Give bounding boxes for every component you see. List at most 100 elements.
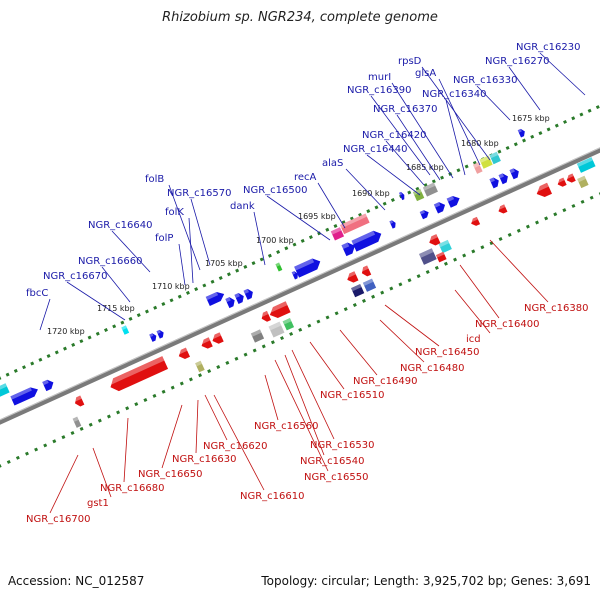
forward-label-leader xyxy=(396,114,441,181)
reverse-gene-label: NGR_c16620 xyxy=(203,441,268,452)
reverse-gene-label: NGR_c16610 xyxy=(240,491,305,502)
forward-label-leader xyxy=(266,195,331,241)
reverse-label-leader xyxy=(274,359,329,472)
forward-gene xyxy=(205,291,225,307)
forward-label-leader xyxy=(111,230,151,273)
forward-gene xyxy=(243,288,253,300)
forward-gene xyxy=(351,230,382,252)
reverse-label-leader xyxy=(339,329,378,376)
forward-gene xyxy=(234,293,244,304)
reverse-label-leader xyxy=(459,264,500,319)
reverse-gene-label: NGR_c16700 xyxy=(26,514,91,525)
forward-label-leader xyxy=(508,66,541,111)
forward-label-leader xyxy=(366,154,421,196)
reverse-gene xyxy=(438,239,452,254)
forward-label-leader xyxy=(66,281,126,321)
forward-gene-label: NGR_c16330 xyxy=(453,75,518,86)
forward-gene xyxy=(446,195,460,208)
reverse-gene xyxy=(427,234,441,246)
reverse-gene xyxy=(362,278,377,292)
forward-label-leader xyxy=(168,184,201,271)
forward-gene-label: NGR_c16370 xyxy=(373,104,438,115)
accession-text: Accession: NC_012587 xyxy=(8,574,145,588)
forward-gene-label: NGR_c16660 xyxy=(78,256,143,267)
forward-gene-label: NGR_c16640 xyxy=(88,220,153,231)
scale-line-upper xyxy=(0,104,600,380)
reverse-gene xyxy=(195,360,205,373)
forward-gene-label: NGR_c16440 xyxy=(343,144,408,155)
genome-backbone xyxy=(0,147,600,425)
reverse-gene-label: gst1 xyxy=(87,498,109,509)
reverse-gene xyxy=(359,265,372,277)
genome-backbone-highlight xyxy=(0,147,600,421)
reverse-label-leader xyxy=(213,394,265,491)
reverse-gene-label: NGR_c16510 xyxy=(320,390,385,401)
reverse-label-leader xyxy=(195,399,199,454)
backbone-layer xyxy=(0,147,600,425)
reverse-gene xyxy=(250,329,265,343)
reverse-gene-label: NGR_c16490 xyxy=(353,376,418,387)
reverse-gene-label: NGR_c16530 xyxy=(310,440,375,451)
reverse-gene xyxy=(210,332,224,344)
forward-gene-label: folB xyxy=(145,174,164,185)
forward-label-leader xyxy=(385,140,425,186)
reverse-gene xyxy=(435,251,447,263)
forward-gene xyxy=(149,333,157,342)
scale-tick-label: 1705 kbp xyxy=(205,259,243,268)
reverse-gene-label: NGR_c16630 xyxy=(172,454,237,465)
forward-gene xyxy=(498,173,508,185)
reverse-gene xyxy=(345,271,359,283)
feature-layer xyxy=(0,128,596,428)
reverse-gene-label: NGR_c16480 xyxy=(400,363,465,374)
forward-gene xyxy=(294,258,321,278)
scale-tick-label: 1675 kbp xyxy=(512,114,550,123)
reverse-gene xyxy=(351,283,365,298)
forward-gene-label: fbcC xyxy=(26,288,48,299)
reverse-label-leader xyxy=(264,374,279,421)
forward-gene xyxy=(433,202,446,214)
reverse-label-leader xyxy=(454,289,491,334)
reverse-gene xyxy=(199,337,213,349)
forward-label-leader xyxy=(178,243,186,286)
forward-gene-label: NGR_c16230 xyxy=(516,42,581,53)
reverse-label-leader xyxy=(123,417,129,483)
forward-label-leader xyxy=(391,82,454,179)
reverse-gene xyxy=(282,318,295,331)
reverse-gene xyxy=(577,175,589,189)
forward-gene-label: NGR_c16270 xyxy=(485,56,550,67)
forward-label-leader xyxy=(101,266,131,303)
reverse-gene xyxy=(107,356,169,392)
reverse-gene xyxy=(534,182,552,198)
reverse-label-leader xyxy=(92,447,112,498)
reverse-gene xyxy=(576,157,596,173)
scale-line-lower xyxy=(0,192,600,468)
reverse-label-leader xyxy=(284,354,325,456)
forward-gene xyxy=(275,262,283,272)
reverse-label-leader xyxy=(384,304,440,347)
forward-label-leader xyxy=(445,99,466,176)
forward-gene xyxy=(422,182,438,197)
reverse-gene xyxy=(556,177,567,187)
forward-gene xyxy=(389,220,396,229)
reverse-label-leader xyxy=(379,319,425,363)
tick-layer xyxy=(0,104,600,468)
reverse-gene-label: NGR_c16680 xyxy=(100,483,165,494)
reverse-gene-label: NGR_c16380 xyxy=(524,303,589,314)
forward-gene-label: folP xyxy=(155,233,173,244)
forward-label-leader xyxy=(188,217,194,284)
forward-gene xyxy=(156,329,164,339)
forward-label-leader xyxy=(345,168,386,211)
forward-label-leader xyxy=(476,85,511,121)
forward-gene-label: rpsD xyxy=(398,56,422,67)
forward-gene xyxy=(419,210,429,220)
forward-label-leader xyxy=(317,182,346,229)
forward-gene xyxy=(10,387,38,406)
forward-gene-label: folK xyxy=(165,207,184,218)
forward-gene-label: dank xyxy=(230,201,255,212)
forward-gene-label: NGR_c16570 xyxy=(167,188,232,199)
reverse-gene xyxy=(72,395,85,407)
reverse-gene-label: NGR_c16550 xyxy=(304,472,369,483)
